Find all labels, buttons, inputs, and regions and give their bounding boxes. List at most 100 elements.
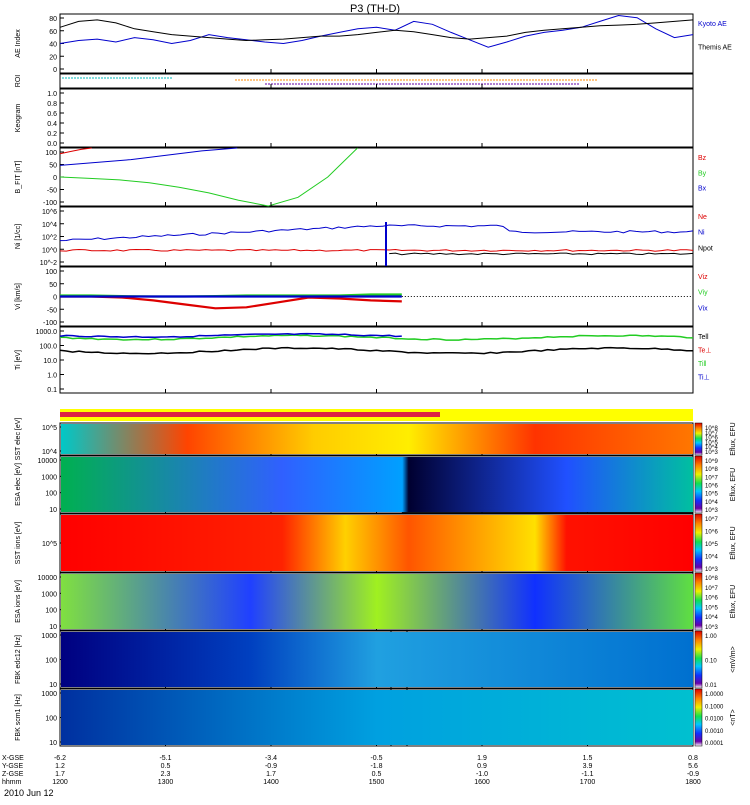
y-tick-label: 50 <box>49 163 57 170</box>
colorbar-tick-label: 10^6 <box>705 530 718 536</box>
legend-entry: Viy <box>698 290 708 297</box>
colorbar <box>694 513 703 573</box>
ephemeris-value: 1.7 <box>55 771 65 778</box>
y-axis-label: ESA elec [eV] <box>15 463 22 506</box>
y-tick-label: 0 <box>53 175 57 182</box>
esa_i-spectrogram <box>61 574 693 629</box>
sst_e-spectrogram <box>61 424 693 454</box>
fbk_e-spectrogram <box>61 632 693 687</box>
y-tick-label: 10000 <box>38 575 58 582</box>
ephemeris-row-label: Z-GSE <box>2 771 24 778</box>
ephemeris-value: 1700 <box>580 779 596 786</box>
ephemeris-value: 0.9 <box>477 763 487 770</box>
y-tick-label: -50 <box>47 188 57 195</box>
colorbar-tick-label: 10^5 <box>705 542 718 548</box>
colorbar <box>694 572 703 631</box>
legend-entry: Ti‖ <box>698 361 707 368</box>
y-axis-label: SST ions [eV] <box>15 522 22 565</box>
legend-entry: Npot <box>698 245 713 252</box>
ephemeris-row-label: hhmm <box>2 779 22 786</box>
ephemeris-value: 5.6 <box>688 763 698 770</box>
legend-entry: Ni <box>698 230 705 237</box>
y-tick-label: 50 <box>49 282 57 289</box>
colorbar <box>694 455 703 514</box>
colorbar-tick-label: 10^3 <box>705 625 718 631</box>
y-tick-label: 0.8 <box>47 101 57 108</box>
panel-frame <box>59 88 694 148</box>
colorbar-tick-label: 10^8 <box>705 426 718 432</box>
y-tick-label: 10^4 <box>42 449 57 456</box>
y-axis-label: SST elec [eV] <box>15 418 22 461</box>
y-axis-label: Vi [km/s] <box>15 283 22 310</box>
colorbar-label: <nT> <box>730 709 737 725</box>
ephemeris-value: 1.5 <box>583 755 593 762</box>
colorbar-label: Eflux, EFU <box>730 526 737 559</box>
colorbar-tick-label: 0.0010 <box>705 729 724 735</box>
y-tick-label: 1000 <box>41 691 57 698</box>
y-tick-label: 10 <box>49 507 57 514</box>
ephemeris-value: 1400 <box>263 779 279 786</box>
ephemeris-row-label: Y-GSE <box>2 763 23 770</box>
colorbar <box>694 422 703 456</box>
ne-trace <box>59 248 694 252</box>
y-tick-label: 10 <box>49 682 57 689</box>
colorbar-tick-label: 10^7 <box>705 586 718 592</box>
y-tick-label: 10 <box>49 624 57 631</box>
ephemeris-value: 1800 <box>685 779 701 786</box>
colorbar-tick-label: 10^9 <box>705 459 718 465</box>
colorbar-label: Eflux, EFU <box>730 585 737 618</box>
colorbar-tick-label: 1.0000 <box>705 692 724 698</box>
colorbar-tick-label: 0.0100 <box>705 717 724 723</box>
colorbar-tick-label: 1.00 <box>705 634 717 640</box>
ephemeris-value: 2.3 <box>161 771 171 778</box>
y-tick-label: 60 <box>49 29 57 36</box>
y-tick-label: 0 <box>53 67 57 74</box>
ephemeris-value: 1600 <box>474 779 490 786</box>
esa_e-spectrogram <box>61 457 693 512</box>
y-tick-label: 10 <box>49 740 57 747</box>
ephemeris-value: 0.5 <box>161 763 171 770</box>
y-tick-label: 10^6 <box>42 209 57 216</box>
ephemeris-value: 1.7 <box>266 771 276 778</box>
y-tick-label: 1.0 <box>47 91 57 98</box>
colorbar-tick-label: 10^7 <box>705 517 718 523</box>
panel-roi: ROI <box>15 73 694 89</box>
y-tick-label: 1000 <box>41 633 57 640</box>
ephemeris-value: -3.4 <box>265 755 277 762</box>
y-tick-label: 10^4 <box>42 222 57 229</box>
colorbar-tick-label: 10^3 <box>705 567 718 573</box>
colorbar-tick-label: 0.0001 <box>705 741 724 747</box>
ephemeris-value: 1.2 <box>55 763 65 770</box>
colorbar-tick-label: 10^4 <box>705 445 718 451</box>
colorbar-tick-label: 10^5 <box>705 492 718 498</box>
legend-entry: Bx <box>698 186 707 193</box>
series-bx-line <box>59 147 238 166</box>
y-tick-label: 100 <box>45 608 57 615</box>
colorbar-tick-label: 10^6 <box>705 436 718 442</box>
y-tick-label: 10^0 <box>42 247 57 254</box>
legend-entry: Tell <box>698 334 709 341</box>
series-bz-line <box>59 147 92 155</box>
colorbar-tick-label: 10^7 <box>705 431 718 437</box>
plot-title: P3 (TH-D) <box>350 3 400 15</box>
ephemeris-value: -5.1 <box>159 755 171 762</box>
legend-entry: Ti⊥ <box>698 375 710 382</box>
colorbar-tick-label: 10^8 <box>705 576 718 582</box>
y-tick-label: 0.0 <box>47 141 57 148</box>
colorbar-tick-label: 10^5 <box>705 440 718 446</box>
panel-vi: Vi [km/s] 100 50 0 -50 -100 Viz Viy Vix <box>15 266 708 327</box>
ephemeris-value: -0.9 <box>265 763 277 770</box>
ephemeris-value: -1.0 <box>476 771 488 778</box>
ephemeris-value: -6.2 <box>54 755 66 762</box>
y-tick-label: 0.1 <box>47 387 57 394</box>
ephemeris-value: 1500 <box>369 779 385 786</box>
series-by-line <box>59 147 358 207</box>
y-tick-label: 0.4 <box>47 121 57 128</box>
y-tick-label: -100 <box>43 200 57 207</box>
y-tick-label: -100 <box>43 320 57 327</box>
colorbar-tick-label: 0.01 <box>705 683 717 689</box>
legend-entry: Themis AE <box>698 45 732 52</box>
y-tick-label: 10.0 <box>43 358 57 365</box>
y-tick-label: 100 <box>45 491 57 498</box>
